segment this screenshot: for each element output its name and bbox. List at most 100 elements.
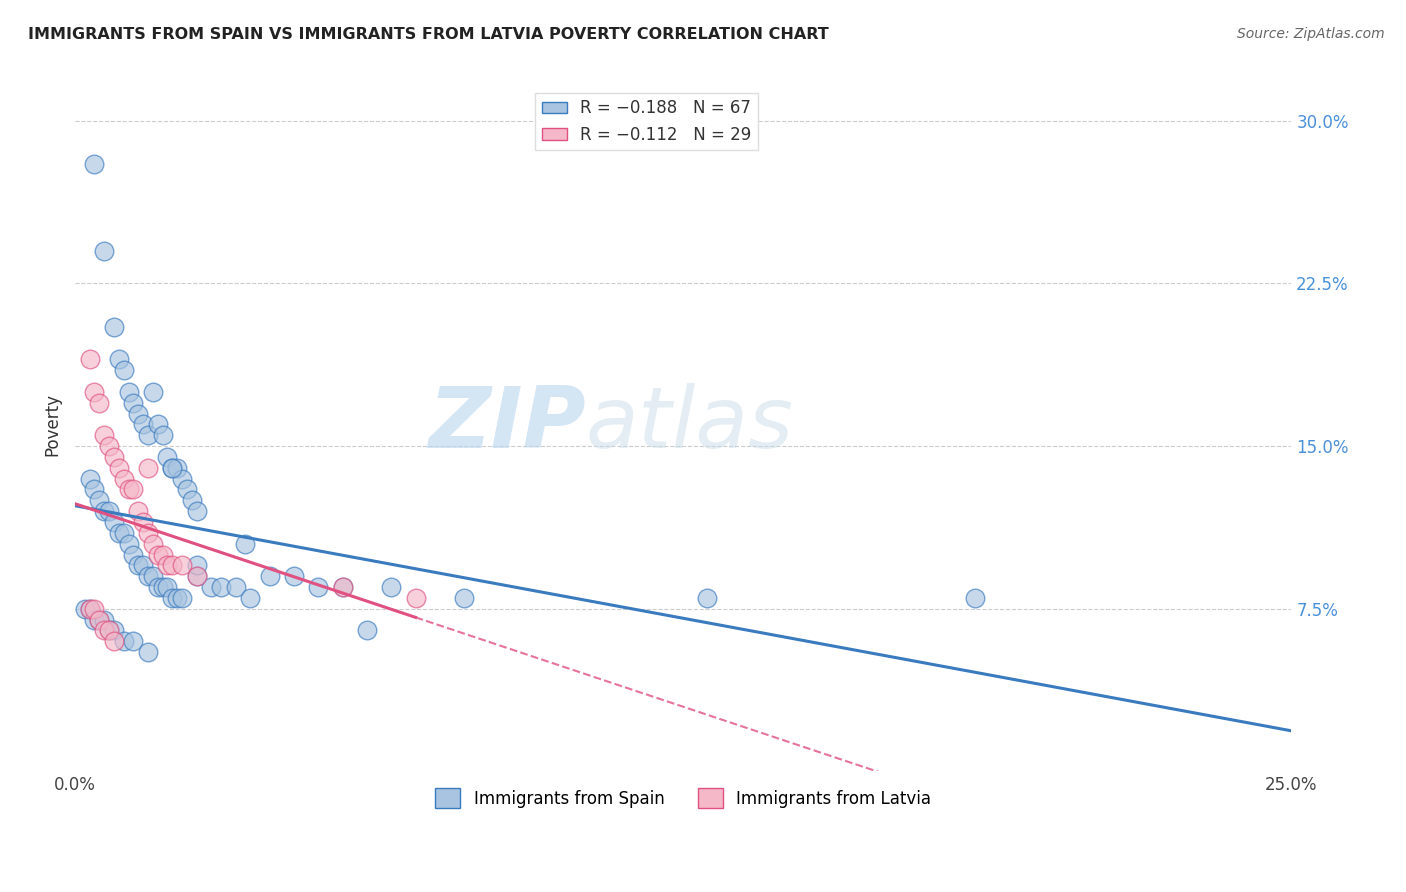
Point (146, 417, 169, 432)
Point (122, 548, 145, 562)
Text: atlas: atlas (586, 383, 794, 466)
Point (112, 525, 135, 540)
Point (136, 460, 159, 475)
Point (152, 580, 174, 594)
Text: Source: ZipAtlas.com: Source: ZipAtlas.com (1237, 27, 1385, 41)
Point (170, 591, 193, 605)
Point (83, 483, 105, 497)
Point (332, 580, 354, 594)
Point (79, 472, 101, 486)
Point (146, 548, 169, 562)
Point (166, 591, 188, 605)
Point (162, 591, 184, 605)
Point (117, 483, 139, 497)
Point (103, 319, 125, 334)
Point (170, 472, 193, 486)
Point (142, 537, 165, 551)
Point (156, 558, 179, 573)
Point (380, 580, 402, 594)
Point (83, 157, 105, 171)
Point (98, 624, 121, 638)
Point (83, 613, 105, 627)
Point (186, 558, 208, 573)
Point (180, 493, 202, 508)
Point (152, 548, 174, 562)
Point (405, 591, 427, 605)
Point (127, 558, 149, 573)
Point (117, 384, 139, 399)
Point (136, 645, 159, 659)
Point (200, 580, 222, 594)
Point (112, 634, 135, 648)
Point (122, 395, 145, 409)
Point (98, 624, 121, 638)
Point (170, 558, 193, 573)
Point (83, 384, 105, 399)
Point (136, 569, 159, 583)
Point (132, 515, 155, 529)
Legend: Immigrants from Spain, Immigrants from Latvia: Immigrants from Spain, Immigrants from L… (429, 781, 938, 815)
Text: IMMIGRANTS FROM SPAIN VS IMMIGRANTS FROM LATVIA POVERTY CORRELATION CHART: IMMIGRANTS FROM SPAIN VS IMMIGRANTS FROM… (28, 27, 830, 42)
Point (225, 580, 247, 594)
Point (186, 504, 208, 518)
Point (166, 460, 188, 475)
Point (186, 569, 208, 583)
Point (103, 634, 125, 648)
Point (89, 395, 111, 409)
Point (696, 591, 718, 605)
Point (79, 352, 101, 367)
Point (112, 363, 135, 377)
Point (117, 537, 139, 551)
Point (136, 428, 159, 442)
Point (162, 460, 184, 475)
Point (233, 537, 256, 551)
Point (127, 407, 149, 421)
Point (93, 244, 115, 258)
Point (122, 634, 145, 648)
Point (93, 428, 115, 442)
Point (122, 483, 145, 497)
Point (112, 472, 135, 486)
Point (103, 515, 125, 529)
Point (89, 493, 111, 508)
Point (209, 580, 232, 594)
Point (127, 504, 149, 518)
Point (332, 580, 354, 594)
Point (93, 624, 115, 638)
Point (107, 460, 129, 475)
Text: ZIP: ZIP (429, 383, 586, 466)
Point (307, 580, 329, 594)
Point (162, 460, 184, 475)
Point (89, 613, 111, 627)
Point (93, 613, 115, 627)
Point (152, 428, 174, 442)
Point (103, 624, 125, 638)
Point (132, 417, 155, 432)
Point (162, 558, 184, 573)
Point (142, 569, 165, 583)
Point (107, 525, 129, 540)
Point (176, 483, 198, 497)
Point (98, 439, 121, 453)
Point (259, 569, 281, 583)
Point (83, 601, 105, 615)
Point (356, 624, 378, 638)
Point (98, 504, 121, 518)
Point (132, 558, 155, 573)
Point (239, 591, 262, 605)
Point (73, 601, 96, 615)
Point (79, 601, 101, 615)
Point (965, 591, 987, 605)
Point (142, 384, 165, 399)
Point (136, 525, 159, 540)
Point (146, 580, 169, 594)
Point (156, 450, 179, 464)
Point (283, 569, 305, 583)
Point (103, 450, 125, 464)
Y-axis label: Poverty: Poverty (44, 392, 60, 456)
Point (79, 601, 101, 615)
Point (107, 352, 129, 367)
Point (453, 591, 475, 605)
Point (89, 613, 111, 627)
Point (93, 504, 115, 518)
